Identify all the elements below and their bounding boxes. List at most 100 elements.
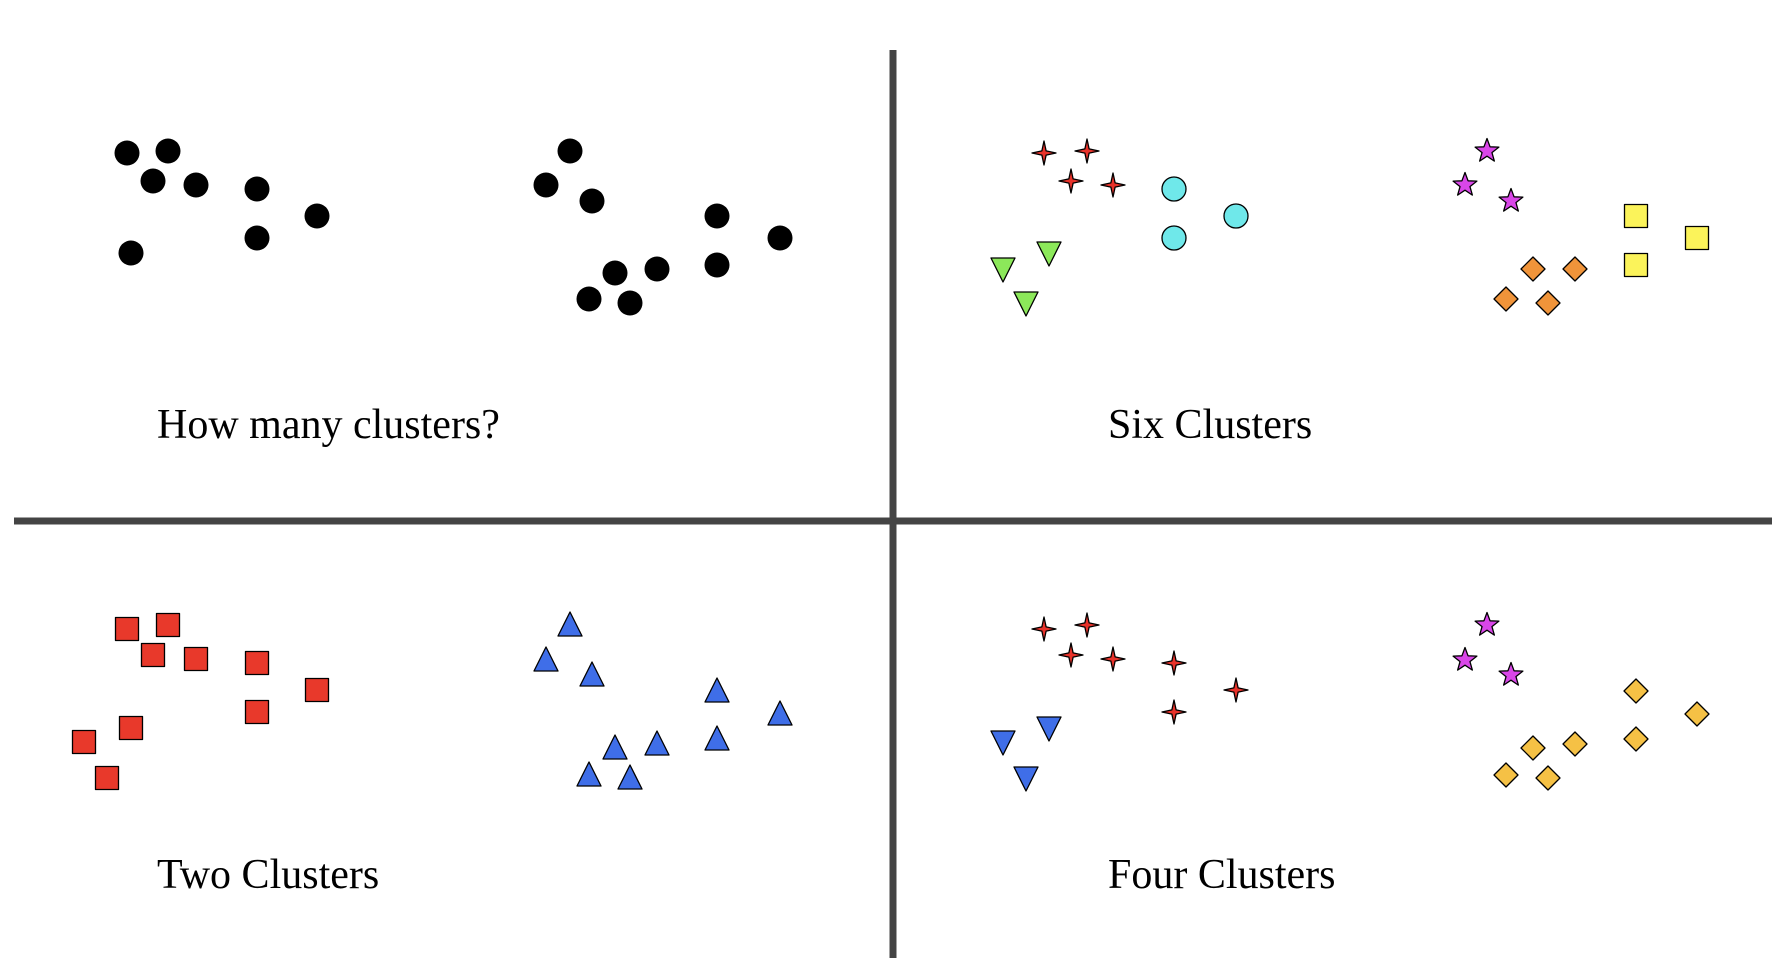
cluster-2 — [533, 611, 793, 790]
square-marker — [244, 650, 270, 676]
circle-marker — [114, 140, 140, 166]
diamond-marker — [1535, 765, 1561, 791]
four-point-star-marker — [1100, 646, 1126, 672]
circle-marker — [1161, 225, 1187, 251]
triangle-down-marker — [990, 730, 1016, 756]
four-point-star-marker — [1058, 168, 1084, 194]
four-point-star-marker — [1100, 172, 1126, 198]
triangle-down-marker — [1036, 716, 1062, 742]
diamond-marker — [1684, 701, 1710, 727]
diamond-marker — [1520, 735, 1546, 761]
triangle-down-marker — [1036, 241, 1062, 267]
square-marker — [1623, 203, 1649, 229]
triangle-down-marker — [990, 257, 1016, 283]
circle-marker — [767, 225, 793, 251]
cluster-6 — [1493, 256, 1588, 316]
cluster-2 — [533, 138, 793, 316]
cluster-3 — [990, 241, 1062, 317]
cluster-1 — [71, 612, 330, 791]
circle-marker — [533, 172, 559, 198]
panel-top-right — [990, 137, 1710, 317]
panel-bottom-right — [990, 611, 1710, 792]
square-marker — [1684, 225, 1710, 251]
diamond-marker — [1535, 290, 1561, 316]
caption-top-left: How many clusters? — [157, 402, 500, 448]
cluster-2 — [990, 716, 1062, 792]
triangle-up-marker — [602, 734, 628, 760]
circle-marker — [617, 290, 643, 316]
square-marker — [244, 699, 270, 725]
cluster-4 — [1452, 137, 1524, 212]
diamond-marker — [1493, 762, 1519, 788]
diamond-marker — [1493, 286, 1519, 312]
cluster-1 — [1031, 612, 1249, 725]
circle-marker — [304, 203, 330, 229]
star-marker — [1498, 661, 1524, 686]
circle-marker — [704, 203, 730, 229]
caption-bottom-left: Two Clusters — [157, 852, 379, 898]
diamond-marker — [1562, 256, 1588, 282]
triangle-up-marker — [576, 761, 602, 787]
circle-marker — [576, 286, 602, 312]
four-point-star-marker — [1058, 642, 1084, 668]
circle-marker — [140, 168, 166, 194]
square-marker — [183, 646, 209, 672]
triangle-up-marker — [704, 677, 730, 703]
triangle-up-marker — [767, 700, 793, 726]
triangle-up-marker — [617, 764, 643, 790]
square-marker — [1623, 252, 1649, 278]
circle-marker — [118, 240, 144, 266]
triangle-up-marker — [704, 725, 730, 751]
circle-marker — [183, 172, 209, 198]
star-marker — [1474, 611, 1500, 636]
circle-marker — [244, 176, 270, 202]
square-marker — [140, 642, 166, 668]
diamond-marker — [1623, 726, 1649, 752]
caption-top-right: Six Clusters — [1108, 402, 1312, 448]
panel-bottom-left — [71, 611, 793, 791]
star-marker — [1452, 171, 1478, 196]
triangle-up-marker — [579, 661, 605, 687]
four-point-star-marker — [1031, 140, 1057, 166]
four-point-star-marker — [1074, 612, 1100, 638]
diamond-marker — [1520, 256, 1546, 282]
four-point-star-marker — [1031, 616, 1057, 642]
circle-marker — [704, 252, 730, 278]
square-marker — [118, 715, 144, 741]
triangle-up-marker — [644, 730, 670, 756]
triangle-down-marker — [1013, 766, 1039, 792]
square-marker — [114, 616, 140, 642]
cluster-1 — [114, 138, 330, 266]
square-marker — [304, 677, 330, 703]
cluster-3 — [1452, 611, 1524, 686]
triangle-down-marker — [1013, 291, 1039, 317]
cluster-4 — [1493, 678, 1710, 791]
four-point-star-marker — [1161, 650, 1187, 676]
circle-marker — [602, 260, 628, 286]
diamond-marker — [1623, 678, 1649, 704]
square-marker — [155, 612, 181, 638]
caption-bottom-right: Four Clusters — [1108, 852, 1336, 898]
four-point-star-marker — [1074, 138, 1100, 164]
star-marker — [1474, 137, 1500, 162]
star-marker — [1498, 187, 1524, 212]
square-marker — [71, 729, 97, 755]
cluster-2 — [1161, 176, 1249, 251]
circle-marker — [644, 256, 670, 282]
four-point-star-marker — [1161, 699, 1187, 725]
triangle-up-marker — [557, 611, 583, 637]
circle-marker — [1161, 176, 1187, 202]
star-marker — [1452, 646, 1478, 671]
circle-marker — [244, 225, 270, 251]
cluster-1 — [1031, 138, 1126, 198]
circle-marker — [579, 188, 605, 214]
cluster-5 — [1623, 203, 1710, 278]
triangle-up-marker — [533, 646, 559, 672]
circle-marker — [155, 138, 181, 164]
panel-top-left — [114, 138, 793, 316]
circle-marker — [1223, 203, 1249, 229]
square-marker — [94, 765, 120, 791]
four-point-star-marker — [1223, 677, 1249, 703]
circle-marker — [557, 138, 583, 164]
